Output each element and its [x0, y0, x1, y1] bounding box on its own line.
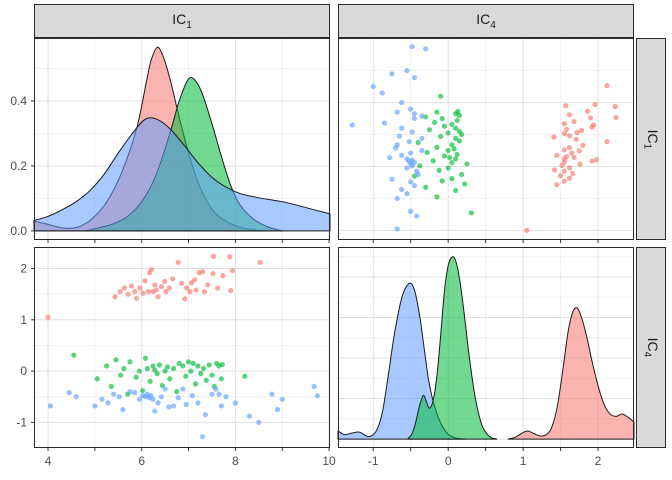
- svg-text:0.0: 0.0: [10, 224, 27, 238]
- facet-label-ic4: IC4: [476, 10, 496, 31]
- svg-text:8: 8: [232, 454, 239, 468]
- svg-text:-1: -1: [16, 415, 27, 429]
- svg-text:0: 0: [445, 454, 452, 468]
- facet-strip-col-ic1: IC1: [34, 4, 330, 38]
- svg-text:1: 1: [20, 313, 27, 327]
- svg-text:1: 1: [520, 454, 527, 468]
- svg-text:0.2: 0.2: [10, 159, 27, 173]
- svg-text:0: 0: [20, 364, 27, 378]
- facet-strip-row-ic4: IC4: [636, 247, 666, 448]
- panel-ic1-density: 0.0 0.2 0.4: [10, 38, 331, 243]
- ic1-density-chart: 0.0 0.2 0.4: [10, 38, 331, 243]
- ic4-ic1-scatter-chart: [338, 38, 634, 243]
- svg-text:6: 6: [138, 454, 145, 468]
- svg-text:10: 10: [322, 454, 336, 468]
- ic4-density-chart: -1 0 1 2: [337, 247, 635, 468]
- svg-text:-1: -1: [368, 454, 379, 468]
- facet-label-ic1: IC1: [172, 10, 192, 31]
- facet-label-row-ic1: IC1: [641, 129, 662, 149]
- facet-strip-row-ic1: IC1: [636, 38, 666, 240]
- svg-text:0.4: 0.4: [10, 94, 27, 108]
- svg-text:2: 2: [20, 262, 27, 276]
- panel-ic4-vs-ic1-scatter: [338, 38, 634, 243]
- svg-text:2: 2: [595, 454, 602, 468]
- ic1-ic4-scatter-chart: 4 6 8 10 -1 0 1 2: [16, 247, 336, 468]
- panel-ic1-vs-ic4-scatter: 4 6 8 10 -1 0 1 2: [16, 247, 336, 468]
- panel-ic4-density: -1 0 1 2: [337, 247, 635, 468]
- facet-label-row-ic4: IC4: [641, 337, 662, 358]
- svg-text:4: 4: [45, 454, 52, 468]
- facet-strip-col-ic4: IC4: [338, 4, 634, 38]
